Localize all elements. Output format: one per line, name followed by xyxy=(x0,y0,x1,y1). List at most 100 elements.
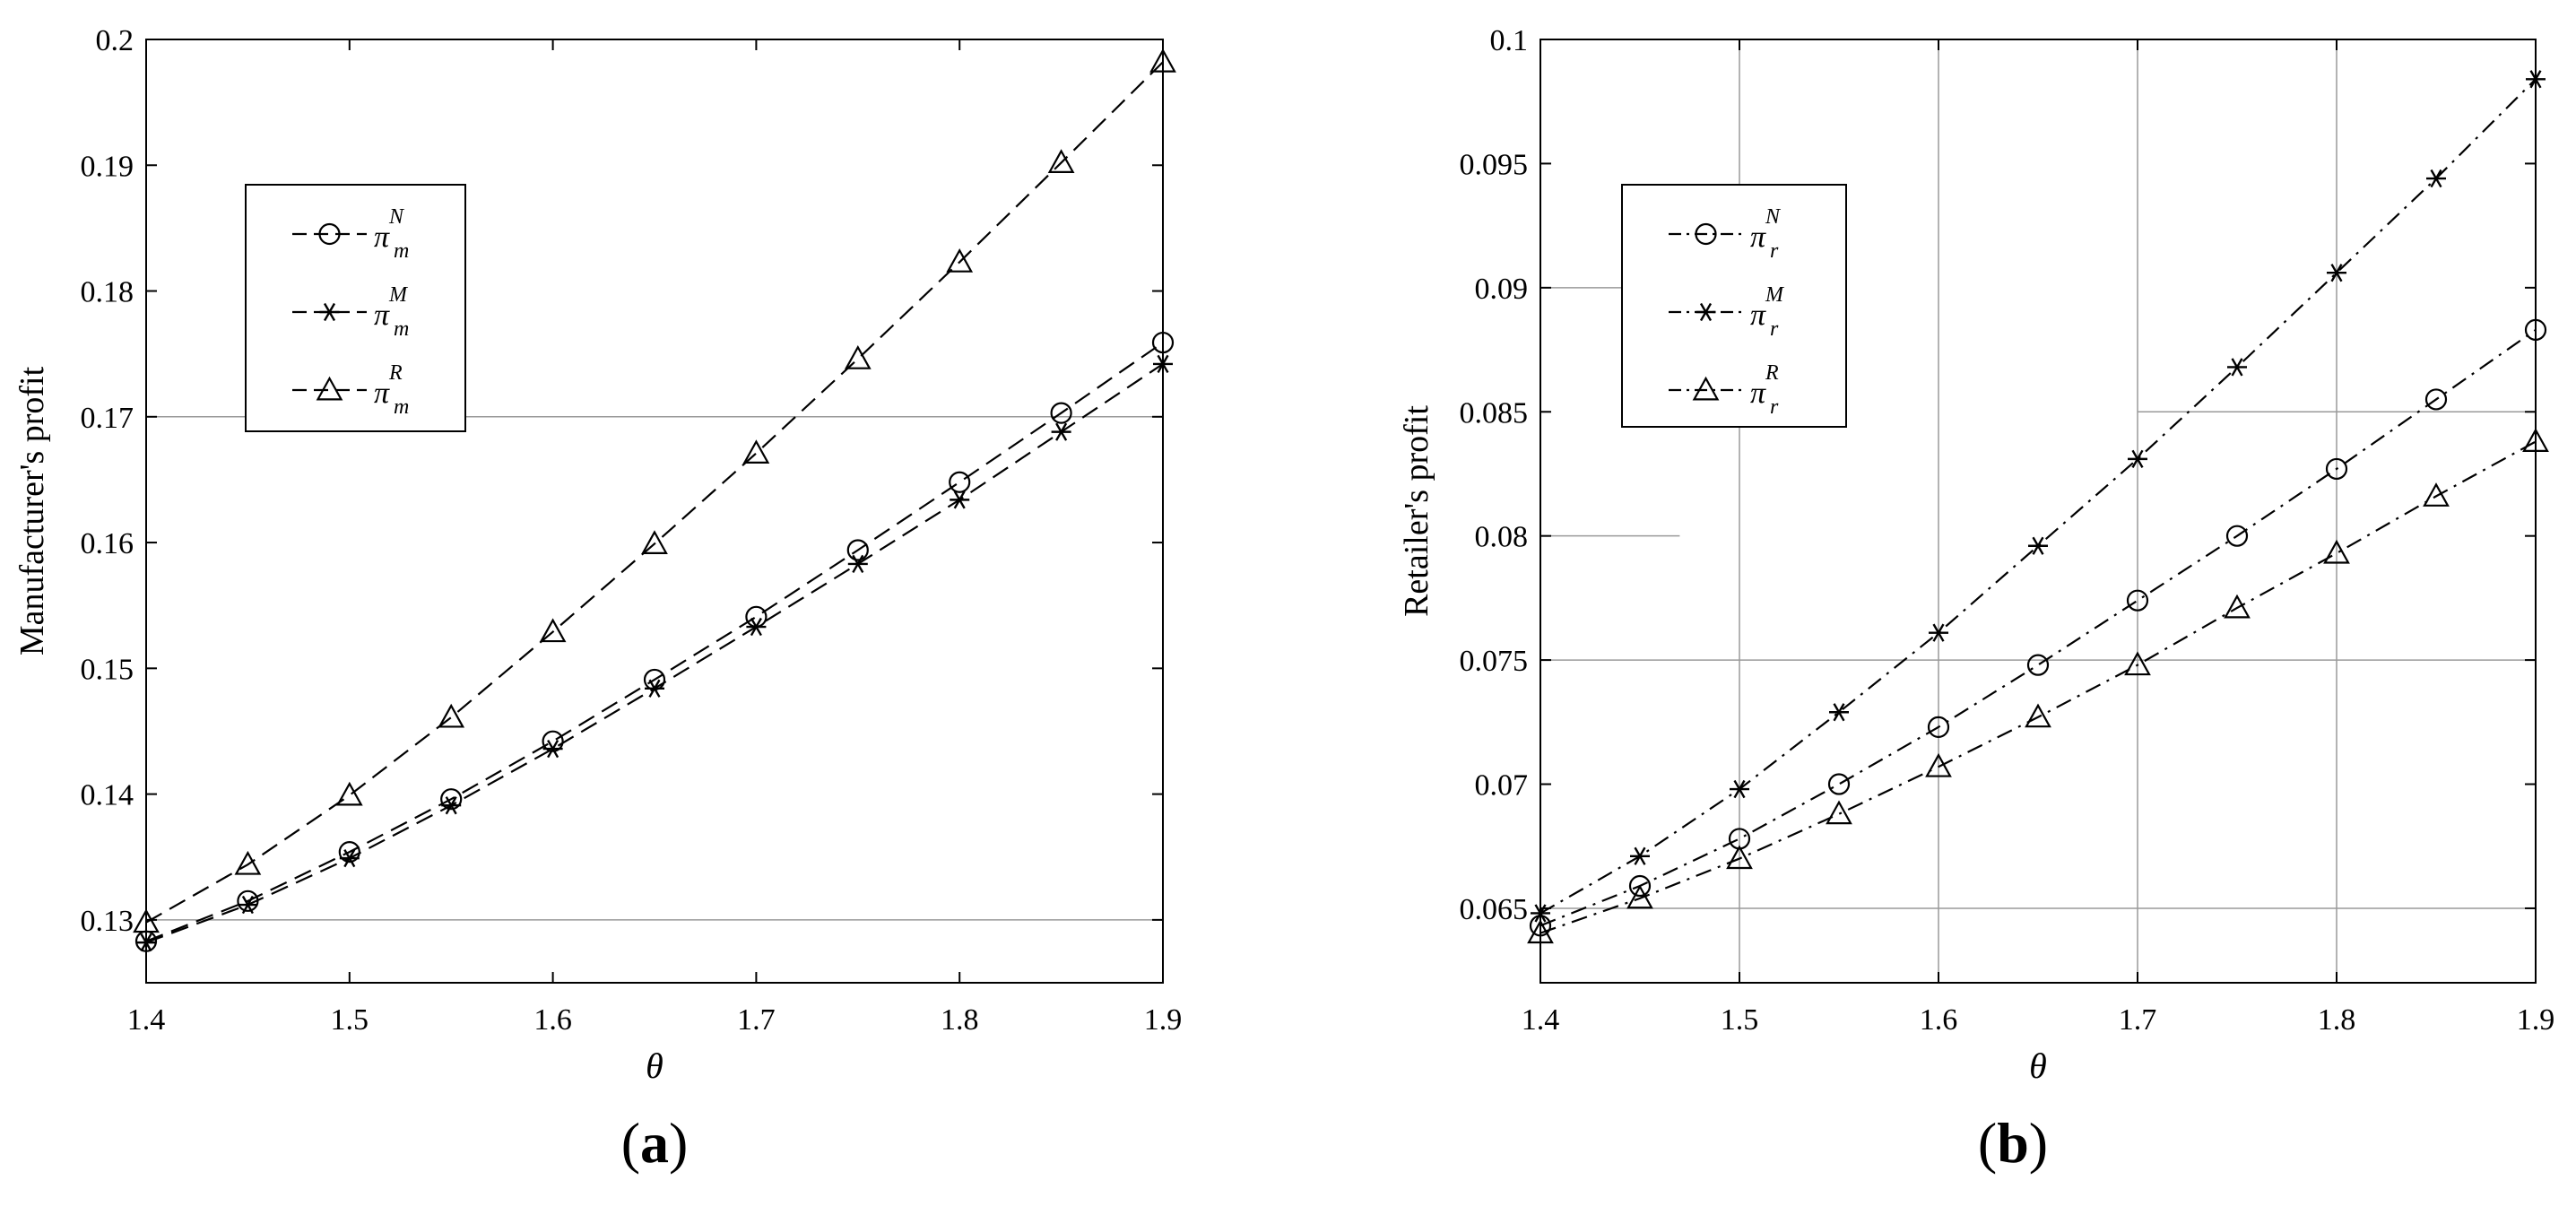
data-point xyxy=(2124,651,2151,676)
legend-marker xyxy=(1696,302,1716,322)
data-point xyxy=(2323,539,2350,564)
y-tick-label: 0.13 xyxy=(81,905,134,938)
data-point xyxy=(133,908,160,933)
data-point xyxy=(440,788,463,811)
data-point xyxy=(339,849,360,868)
data-point xyxy=(641,530,668,554)
y-axis-label: Retailer's profit xyxy=(1398,405,1435,617)
data-point xyxy=(2424,388,2448,411)
x-tick-label: 1.7 xyxy=(2119,1003,2157,1037)
y-tick-label: 0.16 xyxy=(81,527,134,560)
series-M xyxy=(1531,70,2546,923)
legend: πN r πM r πR r xyxy=(1621,184,1847,428)
data-point xyxy=(335,781,363,806)
y-tick-label: 0.075 xyxy=(1460,645,1529,678)
data-point xyxy=(2225,525,2249,547)
data-point xyxy=(2426,169,2446,188)
data-point xyxy=(746,617,767,637)
legend-marker xyxy=(319,302,340,322)
y-tick-label: 0.17 xyxy=(81,402,134,435)
x-axis-label: θ xyxy=(2029,1046,2047,1086)
data-point xyxy=(1827,773,1851,795)
x-tick-label: 1.7 xyxy=(737,1003,776,1037)
data-point xyxy=(234,850,262,875)
data-point xyxy=(1529,915,1552,937)
data-point xyxy=(1531,904,1550,923)
x-tick-label: 1.5 xyxy=(331,1003,369,1037)
y-tick-label: 0.18 xyxy=(81,276,134,309)
legend-item: πM m xyxy=(292,283,409,341)
data-point xyxy=(745,605,768,628)
data-point xyxy=(2224,594,2251,619)
legend-marker xyxy=(1692,376,1720,401)
legend-item: πM r xyxy=(1669,283,1785,341)
data-point xyxy=(2128,449,2147,468)
legend-item: πR r xyxy=(1669,361,1779,419)
axes-frame xyxy=(145,39,1164,984)
data-point xyxy=(1925,752,1952,777)
y-tick-label: 0.08 xyxy=(1475,521,1529,554)
x-tick-label: 1.4 xyxy=(127,1003,166,1037)
legend-item: πR m xyxy=(292,361,409,419)
data-point xyxy=(1153,354,1173,374)
legend-marker xyxy=(316,376,343,401)
data-point xyxy=(438,703,465,728)
legend-item: πN m xyxy=(292,205,409,263)
data-point xyxy=(2026,654,2050,676)
legend-label: πM m xyxy=(374,283,409,341)
series-R xyxy=(133,48,1176,933)
data-point xyxy=(949,471,971,493)
x-tick-label: 1.5 xyxy=(1721,1003,1759,1037)
y-tick-label: 0.14 xyxy=(81,779,134,812)
legend-box xyxy=(1621,184,1847,428)
series-R xyxy=(1527,428,2549,944)
y-tick-label: 0.15 xyxy=(81,653,134,686)
chart-panel-a: 1.4 1.5 1.6 1.7 1.8 1.9 0.13 0.14 0.15 0.16 0.17 0.… xyxy=(13,24,1182,1175)
data-point xyxy=(539,618,567,643)
series-line xyxy=(145,342,1164,942)
x-tick-label: 1.4 xyxy=(1522,1003,1560,1037)
legend-label: πN r xyxy=(1750,205,1782,263)
axes-frame xyxy=(1540,39,2537,984)
data-point xyxy=(742,439,770,464)
data-point xyxy=(542,730,564,752)
panel-label: (a) xyxy=(621,1111,689,1175)
data-point xyxy=(2327,264,2346,282)
data-point xyxy=(1527,919,1554,944)
data-point xyxy=(2526,70,2546,89)
legend-marker xyxy=(318,222,341,246)
x-tick-label: 1.8 xyxy=(2318,1003,2356,1037)
data-point xyxy=(2126,589,2149,612)
data-point xyxy=(1826,800,1852,825)
data-point xyxy=(2028,536,2048,555)
legend-marker xyxy=(1695,222,1717,246)
data-point xyxy=(1829,703,1849,722)
data-point xyxy=(1730,779,1749,799)
x-tick-label: 1.9 xyxy=(1144,1003,1183,1037)
data-point xyxy=(1149,48,1176,73)
data-point xyxy=(1630,846,1650,865)
data-point xyxy=(1050,402,1072,424)
data-point xyxy=(136,933,156,952)
x-tick-label: 1.9 xyxy=(2517,1003,2555,1037)
data-point xyxy=(2423,482,2450,507)
data-point xyxy=(645,679,664,698)
data-point xyxy=(238,895,258,915)
series-line xyxy=(1540,440,2537,934)
legend-label: πM r xyxy=(1750,283,1785,341)
data-point xyxy=(847,554,868,574)
data-point xyxy=(950,490,970,509)
series-N xyxy=(134,331,1175,952)
y-tick-label: 0.07 xyxy=(1475,769,1529,803)
x-axis-label: θ xyxy=(646,1046,664,1086)
data-point xyxy=(1051,422,1071,441)
y-tick-label: 0.1 xyxy=(1490,24,1529,57)
data-point xyxy=(542,739,563,759)
legend-label: πN m xyxy=(374,205,409,263)
legend-box xyxy=(245,184,466,432)
y-tick-label: 0.09 xyxy=(1475,273,1529,306)
data-point xyxy=(946,248,974,273)
data-point xyxy=(1626,884,1653,909)
data-point xyxy=(846,539,869,561)
x-tick-label: 1.6 xyxy=(1920,1003,1958,1037)
